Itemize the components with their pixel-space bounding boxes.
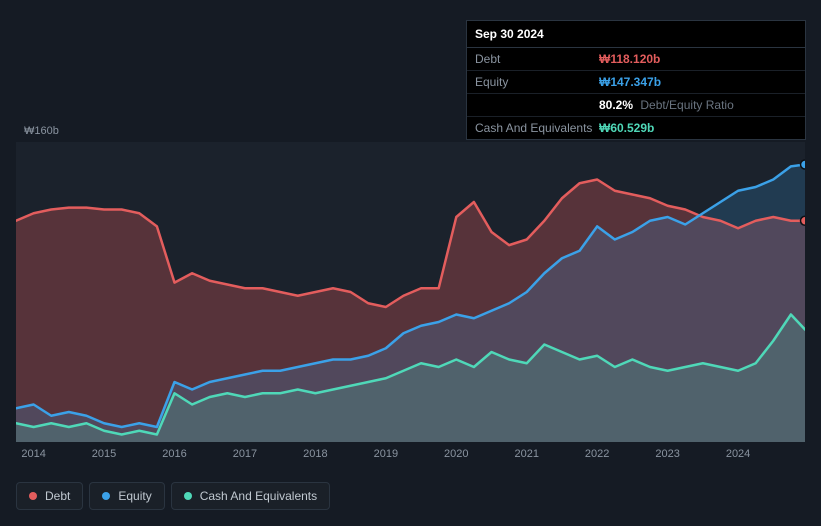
- tooltip-cash-value: ₩60.529b: [599, 121, 654, 135]
- tooltip-date: Sep 30 2024: [467, 21, 805, 48]
- legend-label-equity: Equity: [118, 489, 151, 503]
- legend-label-debt: Debt: [45, 489, 70, 503]
- x-tick-2019: 2019: [374, 448, 398, 460]
- tooltip-row-equity: Equity ₩147.347b: [467, 71, 805, 94]
- legend-label-cash: Cash And Equivalents: [200, 489, 317, 503]
- tooltip-equity-value: ₩147.347b: [599, 75, 661, 89]
- x-tick-2020: 2020: [444, 448, 468, 460]
- tooltip-ratio-pct: 80.2%: [599, 98, 633, 112]
- tooltip-debt-label: Debt: [475, 52, 599, 66]
- legend-item-cash[interactable]: Cash And Equivalents: [171, 482, 330, 510]
- tooltip-ratio-label: Debt/Equity Ratio: [640, 98, 733, 112]
- x-tick-2016: 2016: [162, 448, 186, 460]
- y-axis-max-label: ₩160b: [24, 125, 59, 137]
- x-tick-2014: 2014: [21, 448, 45, 460]
- tooltip-row-debt: Debt ₩118.120b: [467, 48, 805, 71]
- x-tick-2017: 2017: [233, 448, 257, 460]
- debt-legend-dot-icon: [29, 492, 37, 500]
- chart-plot-area[interactable]: [16, 142, 805, 442]
- x-tick-2024: 2024: [726, 448, 750, 460]
- tooltip-row-cash: Cash And Equivalents ₩60.529b: [467, 117, 805, 139]
- x-axis: 2014 2015 2016 2017 2018 2019 2020 2021 2022 2023…: [16, 448, 805, 468]
- chart-svg: [16, 142, 805, 442]
- equity-legend-dot-icon: [102, 492, 110, 500]
- tooltip-equity-label: Equity: [475, 75, 599, 89]
- legend-item-debt[interactable]: Debt: [16, 482, 83, 510]
- tooltip-ratio-spacer: [475, 98, 599, 112]
- x-tick-2021: 2021: [514, 448, 538, 460]
- chart-tooltip: Sep 30 2024 Debt ₩118.120b Equity ₩147.3…: [466, 20, 806, 140]
- debt-end-marker: [801, 216, 806, 225]
- x-tick-2015: 2015: [92, 448, 116, 460]
- x-tick-2018: 2018: [303, 448, 327, 460]
- legend-item-equity[interactable]: Equity: [89, 482, 164, 510]
- x-tick-2023: 2023: [655, 448, 679, 460]
- equity-end-marker: [801, 160, 806, 169]
- chart-legend: Debt Equity Cash And Equivalents: [16, 482, 330, 510]
- tooltip-debt-value: ₩118.120b: [599, 52, 660, 66]
- tooltip-cash-label: Cash And Equivalents: [475, 121, 599, 135]
- cash-legend-dot-icon: [184, 492, 192, 500]
- tooltip-row-ratio: 80.2% Debt/Equity Ratio: [467, 94, 805, 117]
- x-tick-2022: 2022: [585, 448, 609, 460]
